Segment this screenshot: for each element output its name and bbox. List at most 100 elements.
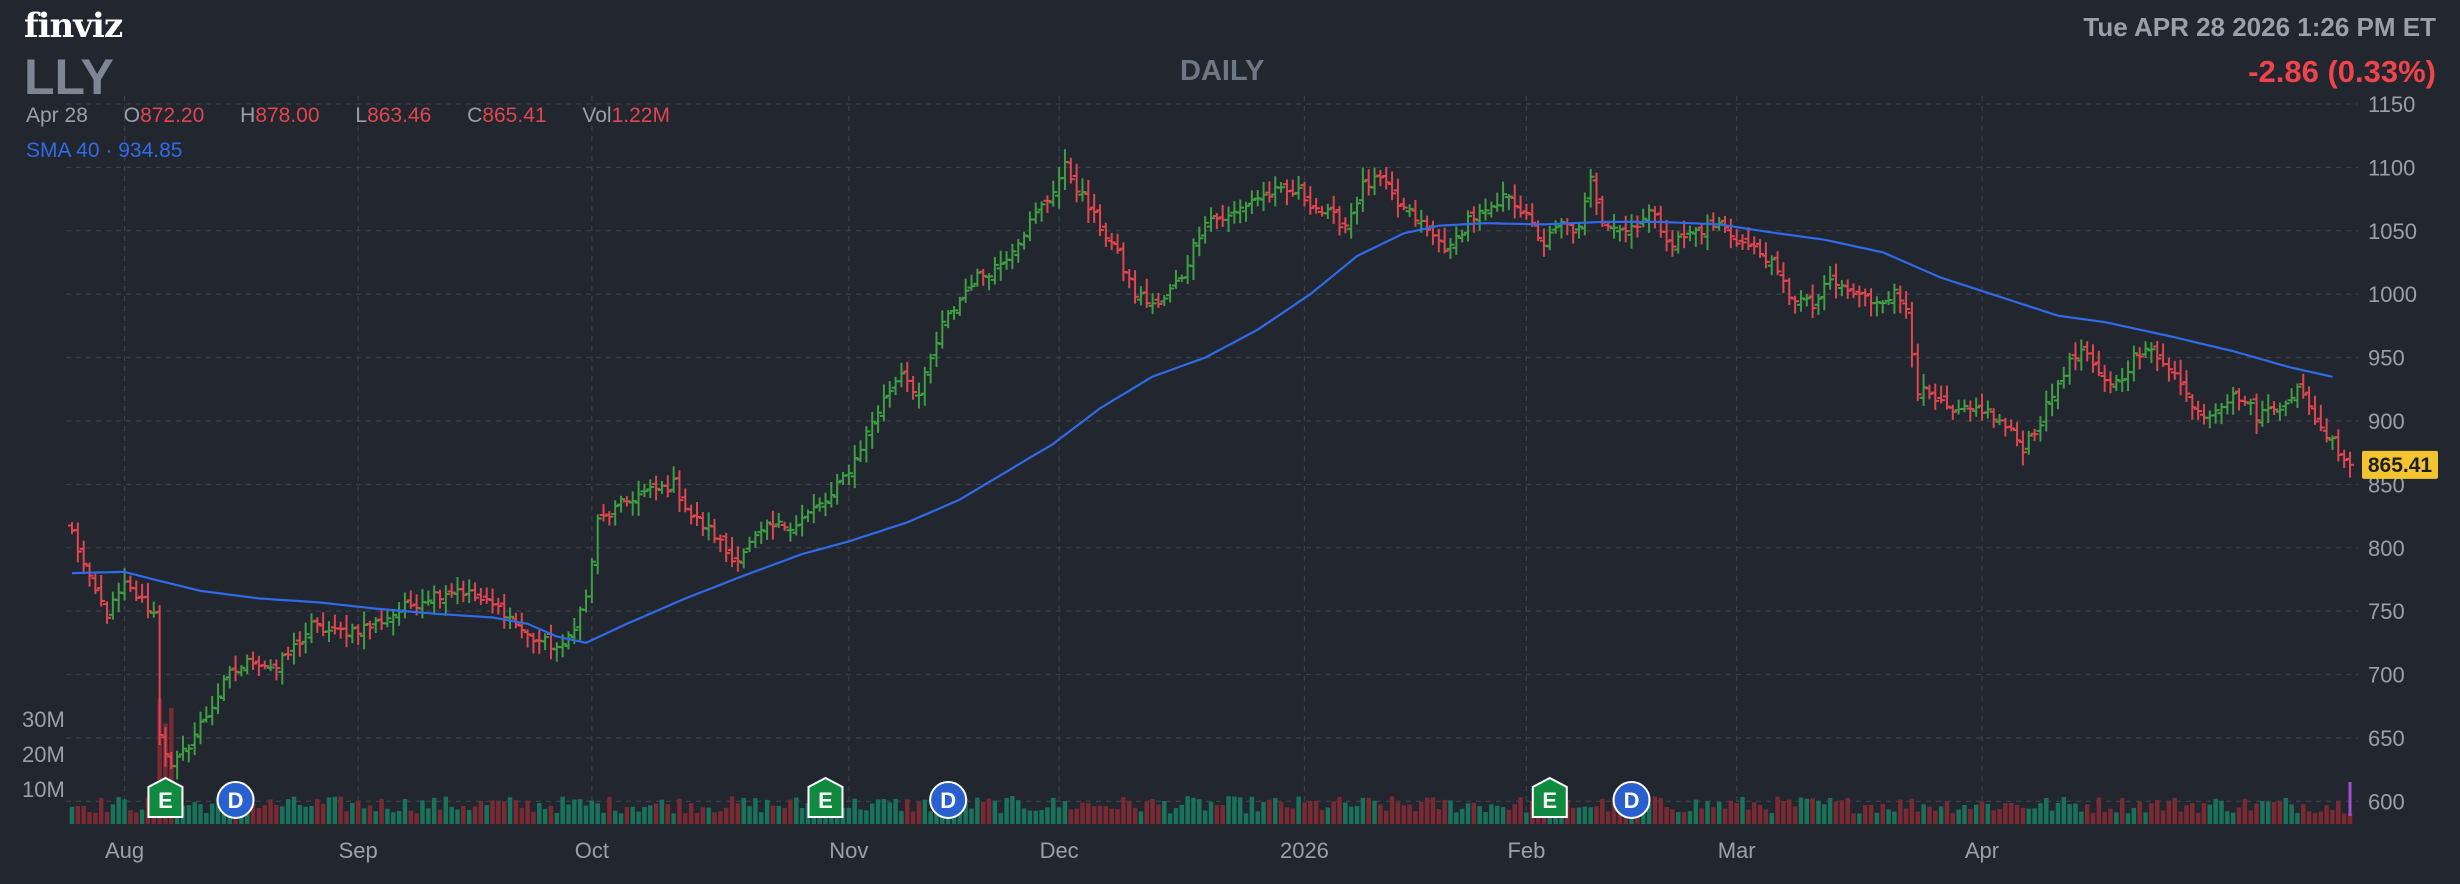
earnings-marker[interactable]: E [807, 776, 844, 818]
volume-bar [385, 808, 390, 824]
volume-bar [1080, 802, 1085, 824]
volume-bar [455, 809, 460, 824]
volume-bar [583, 805, 589, 824]
volume-bar [1074, 808, 1079, 824]
y-tick-label: 800 [2368, 536, 2405, 561]
volume-bar [677, 798, 682, 824]
last-price-tag [2362, 450, 2438, 479]
volume-bar [1903, 808, 1909, 824]
volume-bar [1127, 800, 1132, 824]
volume-bar [1103, 806, 1109, 824]
volume-bar [2160, 810, 2166, 824]
volume-bar [496, 801, 501, 824]
volume-bar [1471, 802, 1477, 824]
volume-bar [2318, 811, 2324, 824]
volume-bar [204, 812, 209, 824]
y-tick-label: 1150 [2368, 92, 2415, 117]
volume-bar [2347, 813, 2353, 824]
volume-bar [1220, 805, 1225, 824]
volume-bar [2003, 803, 2008, 824]
volume-bar [1027, 810, 1033, 824]
volume-bar [922, 799, 928, 824]
volume-bar [2260, 800, 2265, 824]
volume-bar [2084, 804, 2090, 824]
volume-bar [992, 800, 998, 824]
volume-bar [157, 699, 162, 824]
volume-bar [1763, 809, 1769, 824]
volume-bar [2230, 812, 2236, 824]
grid [66, 96, 2358, 826]
volume-bar [1512, 804, 1517, 824]
earnings-marker[interactable]: E [147, 776, 184, 818]
volume-bar [186, 805, 192, 824]
volume-bar [1594, 806, 1599, 824]
x-tick-label: Sep [339, 838, 378, 863]
volume-bar [209, 803, 215, 824]
volume-bar [1261, 801, 1266, 824]
volume-bar [408, 810, 413, 824]
volume-bar [367, 805, 373, 824]
volume-bar [723, 807, 729, 824]
finviz-logo[interactable]: finviz [24, 6, 123, 46]
volume-bar [1775, 796, 1780, 824]
volume-bar [1208, 801, 1214, 824]
x-tick-label: Mar [1718, 838, 1756, 863]
volume-bar [2236, 807, 2242, 824]
volume-bar [1179, 804, 1185, 824]
volume-bar [1401, 805, 1406, 824]
volume-bar [1722, 808, 1728, 824]
volume-bar [1191, 797, 1196, 824]
last-price-label: 865.41 [2368, 454, 2433, 477]
volume-bar [572, 799, 577, 824]
volume-bar [2096, 797, 2102, 824]
volume-bar [1477, 806, 1482, 824]
volume-bar [2009, 803, 2014, 824]
volume-bar [2195, 813, 2201, 824]
volume-bar [963, 798, 968, 824]
volume-bar [1740, 796, 1745, 824]
volume-bar [2061, 797, 2067, 824]
y-tick-label: 600 [2368, 789, 2405, 814]
volume-bar [245, 810, 250, 824]
volume-bar [2090, 812, 2096, 824]
dividend-marker[interactable]: D [216, 781, 255, 819]
volume-bar [2108, 808, 2113, 824]
volume-bar [554, 812, 560, 824]
volume-bar [899, 810, 904, 824]
volume-bar [285, 799, 291, 824]
volume-bar [957, 809, 963, 824]
x-tick-label: Apr [1965, 838, 1999, 863]
volume-bar [1489, 804, 1494, 824]
volume-bar [998, 813, 1003, 824]
volume-bar [2067, 804, 2072, 824]
volume-bar [2225, 811, 2230, 824]
volume-bar [566, 804, 571, 824]
x-tick-label: Dec [1040, 838, 1079, 863]
earnings-marker[interactable]: E [1531, 776, 1568, 818]
volume-bar [1167, 813, 1173, 824]
volume-bar [694, 813, 700, 824]
volume-bar [2277, 800, 2283, 824]
volume-bar [2248, 810, 2253, 824]
volume-bar [881, 798, 887, 824]
volume-bar [2143, 812, 2148, 824]
volume-bar [1360, 797, 1366, 824]
volume-bar [729, 796, 735, 824]
volume-bar [2149, 803, 2154, 824]
volume-bar [1991, 810, 1996, 824]
volume-bar [759, 812, 764, 824]
volume-bar [688, 803, 694, 824]
volume-bar [653, 803, 659, 824]
sma-legend[interactable]: SMA 40 · 934.85 [26, 139, 182, 163]
volume-bar [466, 809, 472, 824]
dividend-marker[interactable]: D [1612, 781, 1651, 819]
volume-bar [2289, 804, 2294, 824]
volume-bar [1833, 801, 1839, 824]
volume-bar [2079, 811, 2084, 824]
dividend-marker[interactable]: D [929, 781, 968, 819]
volume-bar [1880, 803, 1885, 824]
close-value: 865.41 [482, 104, 547, 127]
volume-bar [2254, 803, 2259, 824]
volume-bar [1979, 801, 1985, 824]
